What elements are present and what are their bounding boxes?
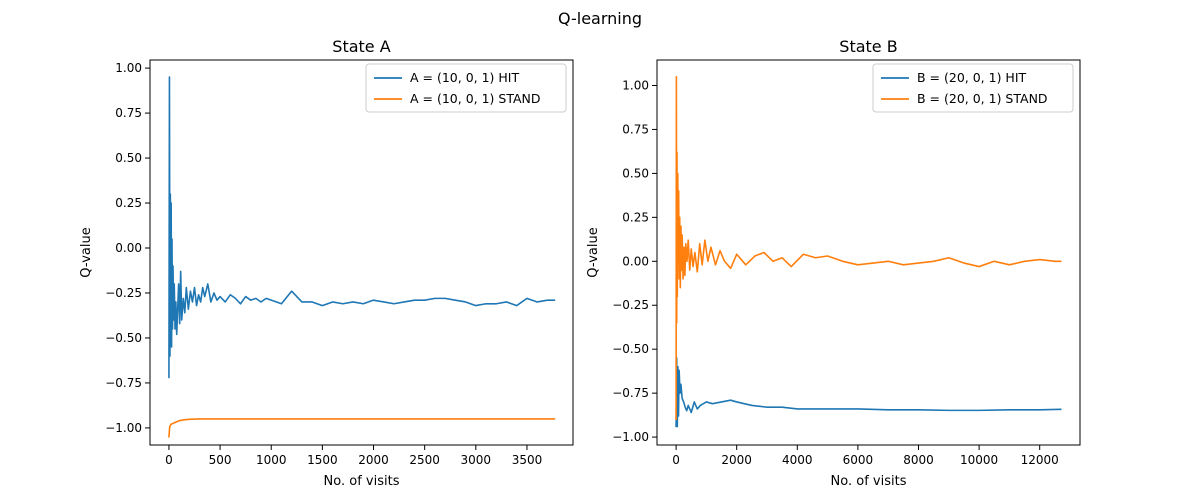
x-tick-label: 1500 (307, 453, 338, 467)
y-tick-label: −0.25 (105, 286, 142, 300)
series-line-hit (675, 357, 1062, 428)
figure-title: Q-learning (558, 9, 642, 28)
x-tick-label: 6000 (843, 453, 874, 467)
y-tick-label: −0.25 (612, 298, 649, 312)
legend: B = (20, 0, 1) HIT B = (20, 0, 1) STAND (872, 63, 1074, 113)
x-axis-label: No. of visits (324, 474, 400, 489)
legend-frame (365, 63, 567, 113)
y-tick-label: 0.75 (115, 106, 142, 120)
y-tick-label: −1.00 (105, 421, 142, 435)
y-tick-label: 1.00 (622, 78, 649, 92)
y-tick-label: −0.75 (105, 376, 142, 390)
plot-area-frame (149, 59, 574, 446)
subplot-state-b: 0 2000 4000 6000 8000 10000 12000 1.00 0.75 0.50 0… (586, 37, 1081, 489)
x-tick-label: 4000 (782, 453, 813, 467)
legend-label-stand: B = (20, 0, 1) STAND (917, 91, 1048, 106)
x-tick-label: 2000 (358, 453, 389, 467)
x-tick-label: 2000 (721, 453, 752, 467)
y-tick-label: 0.00 (622, 254, 649, 268)
y-tick-label: −1.00 (612, 430, 649, 444)
y-tick-label: −0.50 (105, 331, 142, 345)
x-tick-label: 500 (209, 453, 232, 467)
y-axis-label: Q-value (586, 227, 601, 277)
x-tick-label: 0 (672, 453, 680, 467)
y-tick-label: 0.50 (622, 166, 649, 180)
y-tick-label: 0.75 (622, 122, 649, 136)
y-tick-label: 0.25 (115, 196, 142, 210)
legend: A = (10, 0, 1) HIT A = (10, 0, 1) STAND (365, 63, 567, 113)
x-tick-label: 3500 (512, 453, 543, 467)
x-axis-label: No. of visits (831, 474, 907, 489)
x-tick-label: 1000 (256, 453, 287, 467)
x-tick-label: 12000 (1021, 453, 1059, 467)
y-tick-label: −0.75 (612, 386, 649, 400)
subplot-state-a: 0 500 1000 1500 2000 2500 3000 3500 1.00 0.75 0.50… (79, 37, 574, 489)
x-tick-label: 3000 (461, 453, 492, 467)
y-tick-label: 0.00 (115, 241, 142, 255)
legend-label-stand: A = (10, 0, 1) STAND (410, 91, 541, 106)
y-tick-label: 1.00 (115, 61, 142, 75)
y-axis-label: Q-value (79, 227, 94, 277)
series-line-hit (168, 76, 556, 379)
x-tick-label: 2500 (409, 453, 440, 467)
y-tick-label: 0.25 (622, 210, 649, 224)
series-line-stand (675, 75, 1062, 421)
series-line-stand (168, 418, 556, 438)
x-tick-label: 10000 (960, 453, 998, 467)
legend-label-hit: A = (10, 0, 1) HIT (410, 70, 519, 85)
x-tick-label: 8000 (903, 453, 934, 467)
legend-frame (872, 63, 1074, 113)
subplot-title: State B (839, 37, 897, 56)
plot-area-frame (656, 59, 1081, 446)
subplot-title: State A (332, 37, 390, 56)
y-tick-label: 0.50 (115, 151, 142, 165)
legend-label-hit: B = (20, 0, 1) HIT (917, 70, 1027, 85)
y-tick-label: −0.50 (612, 342, 649, 356)
x-tick-label: 0 (165, 453, 173, 467)
